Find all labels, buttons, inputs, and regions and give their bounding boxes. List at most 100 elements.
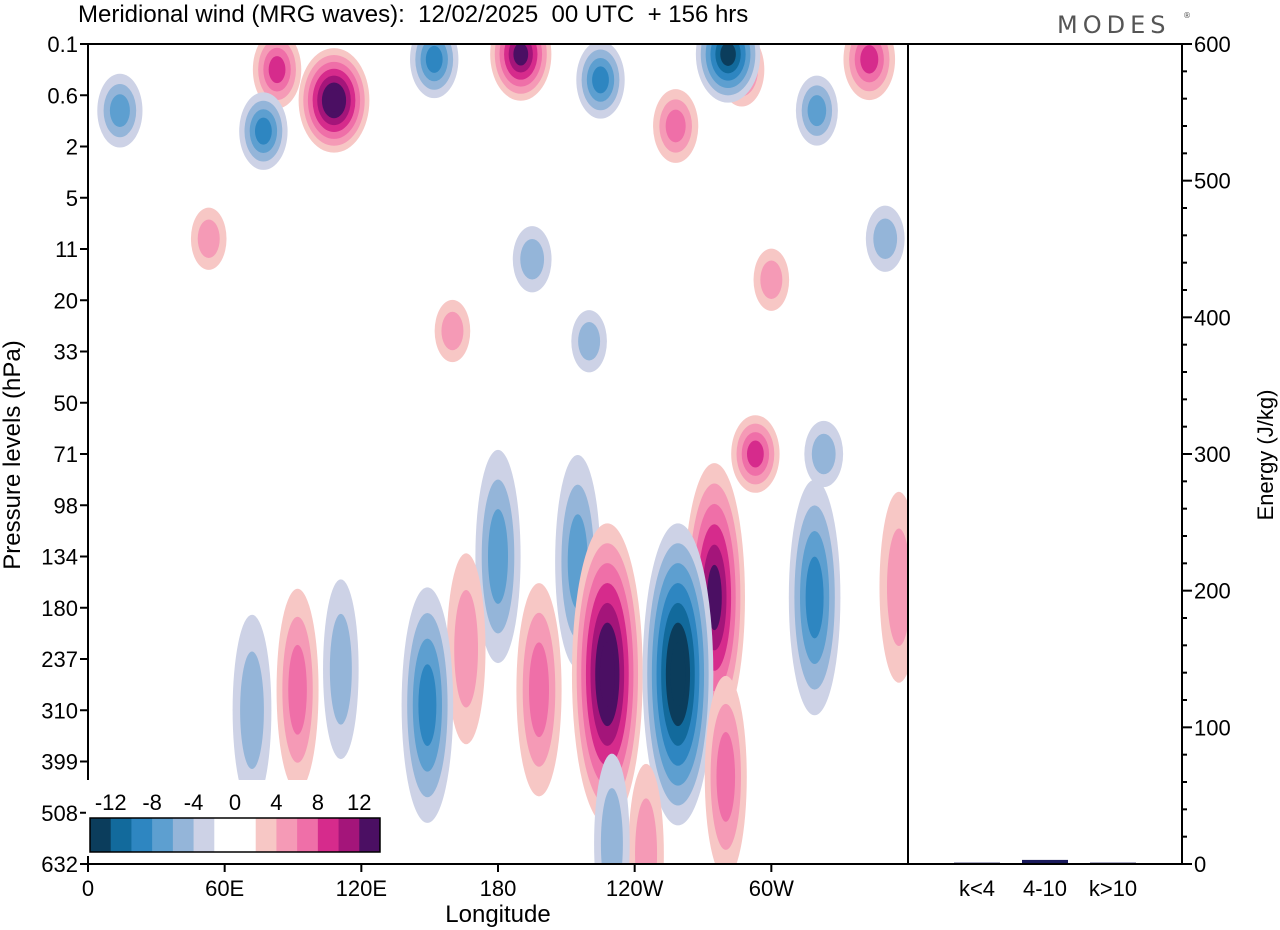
y-tick-label: 20 bbox=[54, 288, 78, 313]
x-tick-label: 180 bbox=[480, 876, 517, 901]
x-tick-label: 60W bbox=[749, 876, 794, 901]
y-tick-label: 0.6 bbox=[47, 83, 78, 108]
contour-level bbox=[600, 788, 623, 864]
wind-anomaly-cell bbox=[475, 449, 521, 664]
energy-tick-label: 0 bbox=[1194, 852, 1206, 877]
y-tick-label: 237 bbox=[41, 647, 78, 672]
colorbar-swatch bbox=[172, 818, 195, 852]
y-tick-label: 632 bbox=[41, 852, 78, 877]
contour-level bbox=[760, 260, 783, 299]
contour-level bbox=[599, 642, 615, 707]
wind-anomaly-cell bbox=[865, 205, 905, 272]
wind-anomaly-cell bbox=[410, 44, 459, 99]
contour-level bbox=[886, 528, 908, 647]
colorbar-label: 8 bbox=[312, 790, 324, 815]
colorbar-legend: -12 -8 -4 0 4 8 12 bbox=[86, 780, 384, 856]
x-tick-label: 0 bbox=[82, 876, 94, 901]
x-tick-label: 120E bbox=[336, 876, 387, 901]
colorbar-label: 0 bbox=[229, 790, 241, 815]
wind-anomaly-cell bbox=[594, 753, 630, 864]
wind-anomaly-cell bbox=[653, 89, 699, 163]
contour-level bbox=[425, 45, 443, 73]
energy-bar bbox=[1022, 859, 1068, 864]
wind-anomaly-cell bbox=[642, 523, 714, 826]
energy-tick-label: 500 bbox=[1194, 169, 1231, 194]
wind-anomaly-cell bbox=[704, 675, 747, 864]
contour-level bbox=[441, 311, 464, 351]
colorbar-label: -8 bbox=[142, 790, 162, 815]
colorbar-swatch bbox=[255, 818, 277, 852]
y-tick-label: 33 bbox=[54, 340, 78, 365]
chart-title: Meridional wind (MRG waves): 12/02/2025 … bbox=[78, 1, 748, 28]
colorbar-swatch bbox=[317, 818, 340, 852]
energy-tick-label: 100 bbox=[1194, 715, 1231, 740]
y-tick-label: 310 bbox=[41, 698, 78, 723]
contour-level bbox=[197, 219, 220, 258]
wind-anomaly-cell bbox=[239, 92, 288, 170]
energy-axis-label: Energy (J/kg) bbox=[1253, 390, 1278, 521]
wind-anomaly-cell bbox=[695, 44, 761, 103]
y-tick-label: 2 bbox=[66, 135, 78, 160]
heatmap-contours bbox=[97, 44, 908, 864]
contour-level bbox=[268, 56, 286, 84]
colorbar-swatch bbox=[193, 818, 215, 852]
brand-registered-mark: ® bbox=[1183, 11, 1196, 20]
energy-category-label: 4-10 bbox=[1023, 876, 1067, 901]
contour-level bbox=[746, 440, 764, 468]
wind-anomaly-cell bbox=[879, 491, 908, 683]
wind-anomaly-cell bbox=[512, 226, 552, 293]
y-tick-label: 71 bbox=[54, 442, 78, 467]
colorbar-label: -12 bbox=[95, 790, 127, 815]
y-axis-label: Pressure levels (hPa) bbox=[0, 340, 26, 569]
energy-category-label: k<4 bbox=[959, 876, 995, 901]
energy-tick-label: 400 bbox=[1194, 305, 1231, 330]
colorbar-swatch bbox=[90, 818, 112, 852]
colorbar-swatch bbox=[131, 818, 153, 852]
wind-anomaly-cell bbox=[788, 479, 841, 716]
contour-level bbox=[454, 589, 479, 708]
wind-anomaly-cell bbox=[516, 583, 562, 797]
wind-anomaly-cell bbox=[576, 44, 625, 119]
heatmap-plot: 0.1 0.6 2 5 11 20 33 50 71 98 134 180 237 310 399 508 63… bbox=[41, 32, 909, 901]
contour-level bbox=[873, 218, 898, 260]
colorbar-swatch bbox=[152, 818, 174, 852]
wind-anomaly-cell bbox=[323, 579, 359, 760]
colorbar-frame bbox=[89, 817, 381, 853]
wind-anomaly-cell bbox=[731, 415, 780, 493]
wind-anomaly-cell bbox=[490, 44, 552, 101]
contour-level bbox=[670, 642, 686, 707]
contour-level bbox=[513, 44, 529, 66]
y-tick-label: 508 bbox=[41, 801, 78, 826]
contour-level bbox=[665, 109, 686, 143]
contour-level bbox=[109, 94, 130, 128]
energy-bar-chart: 0 100 200 300 400 500 600 k<4 4-10 k>10 bbox=[907, 32, 1231, 901]
colorbar-swatch bbox=[276, 818, 298, 852]
wind-anomaly-cell bbox=[795, 75, 838, 146]
contour-level bbox=[329, 613, 352, 725]
colorbar-swatch bbox=[359, 818, 381, 852]
wind-anomaly-cell bbox=[252, 44, 302, 109]
contour-level bbox=[592, 66, 609, 94]
wind-anomaly-cell bbox=[628, 763, 664, 864]
y-tick-label: 11 bbox=[55, 237, 78, 262]
wind-anomaly-cell bbox=[97, 73, 143, 148]
contour-level bbox=[326, 89, 342, 112]
colorbar-swatch bbox=[110, 818, 132, 852]
colorbar-swatch bbox=[235, 818, 257, 852]
wind-anomaly-cell bbox=[276, 588, 319, 791]
contour-level bbox=[488, 509, 508, 604]
contour-level bbox=[418, 664, 437, 747]
energy-axes: 0 100 200 300 400 500 600 k<4 4-10 k>10 bbox=[907, 32, 1231, 901]
heatmap-axes: 0.1 0.6 2 5 11 20 33 50 71 98 134 180 237 310 399 508 63… bbox=[41, 32, 909, 901]
brand-logo: MODES bbox=[1057, 11, 1170, 39]
y-tick-label: 134 bbox=[41, 545, 78, 570]
y-tick-label: 180 bbox=[41, 596, 78, 621]
contour-level bbox=[578, 322, 601, 361]
contour-level bbox=[635, 798, 658, 864]
wind-anomaly-cell bbox=[804, 420, 844, 488]
wind-anomaly-cell bbox=[434, 299, 471, 363]
colorbar-swatch bbox=[214, 818, 236, 852]
energy-tick-label: 300 bbox=[1194, 442, 1231, 467]
contour-level bbox=[706, 564, 722, 631]
